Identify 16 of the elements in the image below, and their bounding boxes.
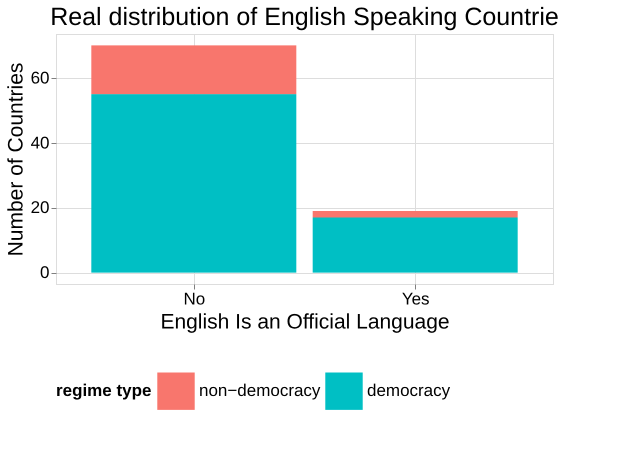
x-tick-label: No [183, 290, 206, 308]
legend-label: democracy [367, 381, 451, 400]
y-tick-label: 40 [30, 133, 50, 152]
x-axis-title: English Is an Official Language [160, 310, 450, 334]
x-tick-label: Yes [402, 290, 430, 308]
chart-title: Real distribution of English Speaking Countrie [50, 3, 559, 31]
bar [312, 217, 518, 273]
bar [91, 94, 296, 273]
bar [312, 210, 518, 218]
y-tick-label: 20 [30, 198, 50, 218]
bar [91, 45, 296, 94]
legend-title: regime type [56, 381, 152, 400]
y-tick-label: 60 [30, 68, 50, 88]
y-tick-label: 0 [40, 263, 50, 282]
y-axis-title: Number of Countries [4, 62, 28, 256]
legend-label: non−democracy [199, 381, 321, 400]
